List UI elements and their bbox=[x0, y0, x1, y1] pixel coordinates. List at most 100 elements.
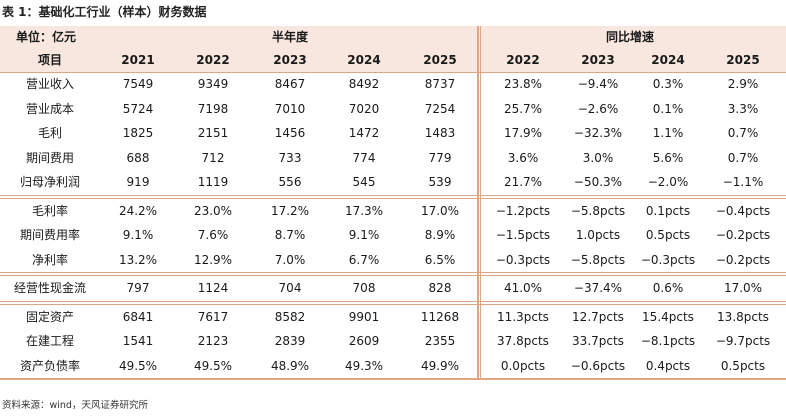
row-label: 经营性现金流 bbox=[13, 281, 86, 295]
value-cell: 11268 bbox=[420, 309, 460, 324]
value-cell: 1456 bbox=[274, 126, 306, 140]
growth-cell: 0.5pcts bbox=[720, 358, 766, 373]
growth-cell: −37.4% bbox=[573, 281, 623, 295]
growth-cell: 0.7% bbox=[727, 150, 759, 165]
section-separator-rule bbox=[0, 197, 786, 199]
table-row: 期间费用 688 712 733 774 779 3.6% 3.0% 5.6% 0.7% bbox=[0, 146, 786, 171]
growth-cell: 33.7pcts bbox=[572, 334, 624, 348]
value-cell: 2609 bbox=[348, 334, 380, 348]
row-label: 归母净利润 bbox=[19, 175, 80, 189]
value-cell: 7010 bbox=[274, 101, 306, 116]
value-cell: 1124 bbox=[197, 281, 229, 295]
growth-cell: 0.1pcts bbox=[645, 203, 691, 218]
table-row: 营业收入 7549 9349 8467 8492 8737 23.8% −9.4% 0.3% 2.… bbox=[0, 72, 786, 97]
growth-cell: 2.9% bbox=[727, 77, 759, 91]
value-cell: 1825 bbox=[122, 126, 154, 140]
row-label: 期间费用率 bbox=[19, 228, 80, 242]
table-row: 毛利 1825 2151 1456 1472 1483 17.9% −32.3% 1.1% 0.7… bbox=[0, 121, 786, 146]
row-label: 营业成本 bbox=[25, 101, 74, 116]
block-divider bbox=[477, 26, 479, 378]
header-row-years: 项目 2021 2022 2023 2024 2025 2022 2023 2024 2025 bbox=[0, 49, 786, 72]
value-cell: 797 bbox=[126, 281, 150, 295]
value-cell: 9.1% bbox=[122, 228, 154, 242]
growth-cell: −32.3% bbox=[573, 126, 623, 140]
growth-cell: −9.4% bbox=[577, 77, 619, 91]
value-cell: 8492 bbox=[348, 77, 380, 91]
growth-cell: −8.1pcts bbox=[640, 334, 696, 348]
block-divider bbox=[480, 26, 481, 378]
table-caption: 表 1：基础化工行业（样本）财务数据 bbox=[2, 5, 207, 19]
value-cell: 779 bbox=[428, 150, 452, 165]
table-row: 毛利率 24.2% 23.0% 17.2% 17.3% 17.0% −1.2pcts −5.8… bbox=[0, 199, 786, 224]
growth-cell: −0.3pcts bbox=[495, 252, 551, 267]
growth-cell: 0.0pcts bbox=[500, 358, 546, 373]
row-label: 在建工程 bbox=[25, 334, 74, 348]
growth-cell: 0.6% bbox=[652, 281, 684, 295]
year-header: 2025 bbox=[423, 53, 457, 67]
section-separator-rule bbox=[0, 275, 786, 276]
unit-label: 单位：亿元 bbox=[15, 30, 76, 44]
growth-cell: 0.7% bbox=[727, 126, 759, 140]
value-cell: 2355 bbox=[424, 334, 456, 348]
growth-cell: −2.6% bbox=[577, 101, 619, 116]
growth-cell: −5.8pcts bbox=[570, 203, 626, 218]
value-cell: 7617 bbox=[197, 309, 229, 324]
value-cell: 8582 bbox=[274, 309, 306, 324]
growth-cell: 0.3% bbox=[652, 77, 684, 91]
value-cell: 17.0% bbox=[420, 203, 460, 218]
value-cell: 9901 bbox=[348, 309, 380, 324]
growth-cell: 1.0pcts bbox=[575, 228, 621, 242]
value-cell: 539 bbox=[428, 175, 452, 189]
section-separator-rule bbox=[0, 272, 786, 273]
value-cell: 8737 bbox=[424, 77, 456, 91]
value-cell: 556 bbox=[278, 175, 302, 189]
value-cell: 1472 bbox=[348, 126, 380, 140]
section-separator-rule bbox=[0, 303, 786, 305]
value-cell: 23.0% bbox=[193, 203, 233, 218]
row-label: 毛利 bbox=[37, 126, 62, 140]
value-cell: 5724 bbox=[122, 101, 154, 116]
yoy-group-label: 同比增速 bbox=[605, 30, 654, 44]
row-label: 固定资产 bbox=[25, 309, 74, 324]
half-year-group-label: 半年度 bbox=[271, 30, 308, 44]
growth-cell: 5.6% bbox=[652, 150, 684, 165]
year-header: 2023 bbox=[273, 53, 307, 67]
growth-cell: 12.7pcts bbox=[572, 309, 624, 324]
growth-cell: 15.4pcts bbox=[642, 309, 694, 324]
growth-cell: 17.0% bbox=[723, 281, 763, 295]
header-row-groups: 单位：亿元 半年度 同比增速 bbox=[0, 26, 786, 49]
value-cell: 2839 bbox=[274, 334, 306, 348]
growth-cell: −0.4pcts bbox=[715, 203, 771, 218]
growth-cell: −9.7pcts bbox=[715, 334, 771, 348]
row-label: 资产负债率 bbox=[19, 358, 80, 373]
value-cell: 545 bbox=[352, 175, 376, 189]
value-cell: 8.7% bbox=[274, 228, 306, 242]
growth-cell: 13.8pcts bbox=[717, 309, 769, 324]
row-label: 净利率 bbox=[31, 252, 68, 267]
growth-cell: −0.2pcts bbox=[715, 228, 771, 242]
growth-cell: 23.8% bbox=[503, 77, 543, 91]
value-cell: 712 bbox=[201, 150, 225, 165]
growth-cell: −2.0% bbox=[647, 175, 689, 189]
growth-year-header: 2023 bbox=[581, 53, 615, 67]
value-cell: 7549 bbox=[122, 77, 154, 91]
growth-cell: 21.7% bbox=[503, 175, 543, 189]
value-cell: 2123 bbox=[197, 334, 229, 348]
table-row: 净利率 13.2% 12.9% 7.0% 6.7% 6.5% −0.3pcts −5.8pct… bbox=[0, 248, 786, 273]
value-cell: 688 bbox=[126, 150, 150, 165]
growth-cell: −0.6pcts bbox=[570, 358, 626, 373]
value-cell: 48.9% bbox=[270, 358, 310, 373]
value-cell: 9349 bbox=[197, 77, 229, 91]
value-cell: 49.5% bbox=[118, 358, 158, 373]
value-cell: 1483 bbox=[424, 126, 456, 140]
value-cell: 12.9% bbox=[193, 252, 233, 267]
year-header: 2021 bbox=[121, 53, 155, 67]
value-cell: 17.3% bbox=[344, 203, 384, 218]
value-cell: 6.7% bbox=[348, 252, 380, 267]
value-cell: 7.6% bbox=[197, 228, 229, 242]
growth-year-header: 2025 bbox=[726, 53, 760, 67]
value-cell: 24.2% bbox=[118, 203, 158, 218]
row-label: 期间费用 bbox=[25, 150, 74, 165]
bottom-rule bbox=[0, 378, 786, 380]
year-header: 2022 bbox=[196, 53, 230, 67]
